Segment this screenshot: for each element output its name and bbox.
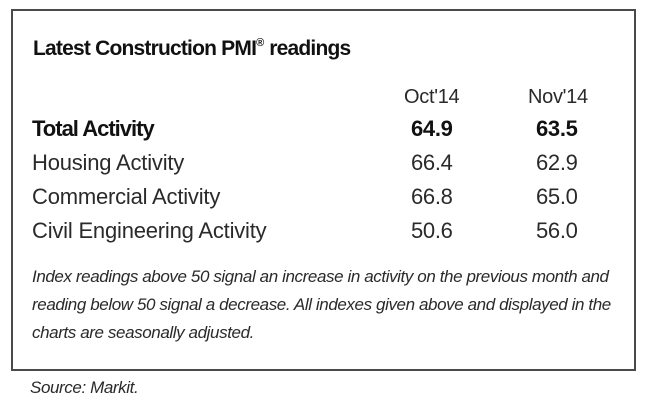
value-nov: 65.0 xyxy=(536,184,578,209)
table-row-commercial-activity: Commercial Activity 66.8 65.0 xyxy=(13,184,634,218)
table-row-civil-engineering-activity: Civil Engineering Activity 50.6 56.0 xyxy=(13,218,634,252)
registered-mark: ® xyxy=(256,37,265,49)
title-suffix: readings xyxy=(264,37,351,60)
source-caption: Source: Markit. xyxy=(30,378,139,397)
title-text: Latest Construction PMI xyxy=(33,37,257,60)
value-nov: 62.9 xyxy=(536,150,578,175)
table-title: Latest Construction PMI® readings xyxy=(33,37,351,61)
methodology-note: Index readings above 50 signal an increa… xyxy=(32,267,611,342)
row-label: Housing Activity xyxy=(32,150,185,175)
value-oct: 50.6 xyxy=(411,218,453,243)
value-oct: 64.9 xyxy=(411,116,453,141)
table-row-housing-activity: Housing Activity 66.4 62.9 xyxy=(13,150,634,184)
table-row-total-activity: Total Activity 64.9 63.5 xyxy=(13,116,634,150)
row-label: Total Activity xyxy=(32,116,155,141)
row-label: Commercial Activity xyxy=(32,184,221,209)
value-nov: 56.0 xyxy=(536,218,578,243)
column-header-nov-14: Nov'14 xyxy=(528,86,588,108)
pmi-readings-box: Latest Construction PMI® readings Oct'14… xyxy=(11,9,636,371)
value-oct: 66.4 xyxy=(411,150,453,175)
value-oct: 66.8 xyxy=(411,184,453,209)
row-label: Civil Engineering Activity xyxy=(32,218,267,243)
value-nov: 63.5 xyxy=(536,116,578,141)
column-header-oct-14: Oct'14 xyxy=(404,86,460,108)
